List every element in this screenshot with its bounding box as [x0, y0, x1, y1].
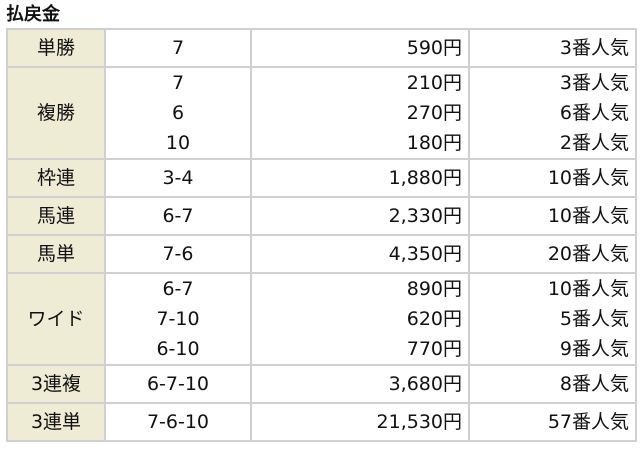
- bet-type-label: 3連単: [6, 402, 106, 442]
- combination: 7: [171, 72, 185, 94]
- payout-amount: 620円: [406, 308, 462, 330]
- payout-amount: 180円: [406, 132, 462, 154]
- combination-cell: 6-7-10: [104, 364, 252, 404]
- combination: 7-10: [156, 308, 200, 330]
- popularity-rank: 10番人気: [547, 167, 629, 189]
- combination-cell: 7: [104, 28, 252, 68]
- combination-cell: 7-6-10: [104, 402, 252, 442]
- payout-row: 馬連 6-7 2,330円 10番人気: [6, 196, 637, 236]
- payout-amount-cell: 4,350円: [250, 234, 470, 274]
- combination: 6-7: [162, 278, 194, 300]
- payout-amount-cell: 1,880円: [250, 158, 470, 198]
- popularity-rank: 10番人気: [547, 205, 629, 227]
- payout-amount-cell: 890円 620円 770円: [250, 272, 470, 366]
- popularity-rank: 8番人気: [559, 373, 629, 395]
- popularity-rank-cell: 57番人気: [468, 402, 637, 442]
- combination: 6: [171, 102, 185, 124]
- payout-amount: 2,330円: [388, 205, 462, 227]
- bet-type-label: 3連複: [6, 364, 106, 404]
- payout-row: 3連単 7-6-10 21,530円 57番人気: [6, 402, 637, 442]
- popularity-rank: 20番人気: [547, 243, 629, 265]
- bet-type-label: 単勝: [6, 28, 106, 68]
- payout-amount: 4,350円: [388, 243, 462, 265]
- payout-amount-cell: 3,680円: [250, 364, 470, 404]
- payout-amount: 21,530円: [376, 411, 462, 433]
- payout-amount-cell: 590円: [250, 28, 470, 68]
- combination: 7: [171, 37, 185, 59]
- payout-amount: 890円: [406, 278, 462, 300]
- popularity-rank: 2番人気: [559, 132, 629, 154]
- payout-table: 単勝 7 590円 3番人気 複勝 7 6 10 210円 270円 180円 3番人気 6番人気 2番人…: [6, 28, 637, 442]
- combination: 10: [165, 132, 191, 154]
- popularity-rank-cell: 20番人気: [468, 234, 637, 274]
- payout-row: 馬単 7-6 4,350円 20番人気: [6, 234, 637, 274]
- payout-amount-cell: 2,330円: [250, 196, 470, 236]
- payout-amount: 210円: [406, 72, 462, 94]
- combination-cell: 6-7: [104, 196, 252, 236]
- payout-row: ワイド 6-7 7-10 6-10 890円 620円 770円 10番人気 5番人気 9番人気: [6, 272, 637, 366]
- payout-row: 3連複 6-7-10 3,680円 8番人気: [6, 364, 637, 404]
- popularity-rank-cell: 10番人気: [468, 196, 637, 236]
- payout-amount: 3,680円: [388, 373, 462, 395]
- combination: 6-7: [162, 205, 194, 227]
- popularity-rank: 3番人気: [559, 37, 629, 59]
- payout-row: 枠連 3-4 1,880円 10番人気: [6, 158, 637, 198]
- payout-amount: 270円: [406, 102, 462, 124]
- combination: 6-10: [156, 338, 200, 360]
- bet-type-label: 馬連: [6, 196, 106, 236]
- combination: 3-4: [162, 167, 194, 189]
- popularity-rank: 6番人気: [559, 102, 629, 124]
- popularity-rank-cell: 10番人気 5番人気 9番人気: [468, 272, 637, 366]
- popularity-rank-cell: 3番人気 6番人気 2番人気: [468, 66, 637, 160]
- popularity-rank-cell: 3番人気: [468, 28, 637, 68]
- payout-amount: 1,880円: [388, 167, 462, 189]
- popularity-rank: 5番人気: [559, 308, 629, 330]
- payout-row: 複勝 7 6 10 210円 270円 180円 3番人気 6番人気 2番人気: [6, 66, 637, 160]
- popularity-rank: 9番人気: [559, 338, 629, 360]
- combination-cell: 7-6: [104, 234, 252, 274]
- payout-amount: 590円: [406, 37, 462, 59]
- payout-amount-cell: 21,530円: [250, 402, 470, 442]
- combination-cell: 6-7 7-10 6-10: [104, 272, 252, 366]
- bet-type-label: 馬単: [6, 234, 106, 274]
- combination: 7-6-10: [146, 411, 210, 433]
- bet-type-label: 枠連: [6, 158, 106, 198]
- combination: 7-6: [162, 243, 194, 265]
- payout-amount: 770円: [406, 338, 462, 360]
- payout-amount-cell: 210円 270円 180円: [250, 66, 470, 160]
- combination: 6-7-10: [146, 373, 210, 395]
- bet-type-label: ワイド: [6, 272, 106, 366]
- combination-cell: 3-4: [104, 158, 252, 198]
- combination-cell: 7 6 10: [104, 66, 252, 160]
- payout-title: 払戻金: [6, 4, 60, 25]
- popularity-rank-cell: 8番人気: [468, 364, 637, 404]
- popularity-rank: 3番人気: [559, 72, 629, 94]
- popularity-rank: 10番人気: [547, 278, 629, 300]
- bet-type-label: 複勝: [6, 66, 106, 160]
- popularity-rank-cell: 10番人気: [468, 158, 637, 198]
- payout-row: 単勝 7 590円 3番人気: [6, 28, 637, 68]
- popularity-rank: 57番人気: [547, 411, 629, 433]
